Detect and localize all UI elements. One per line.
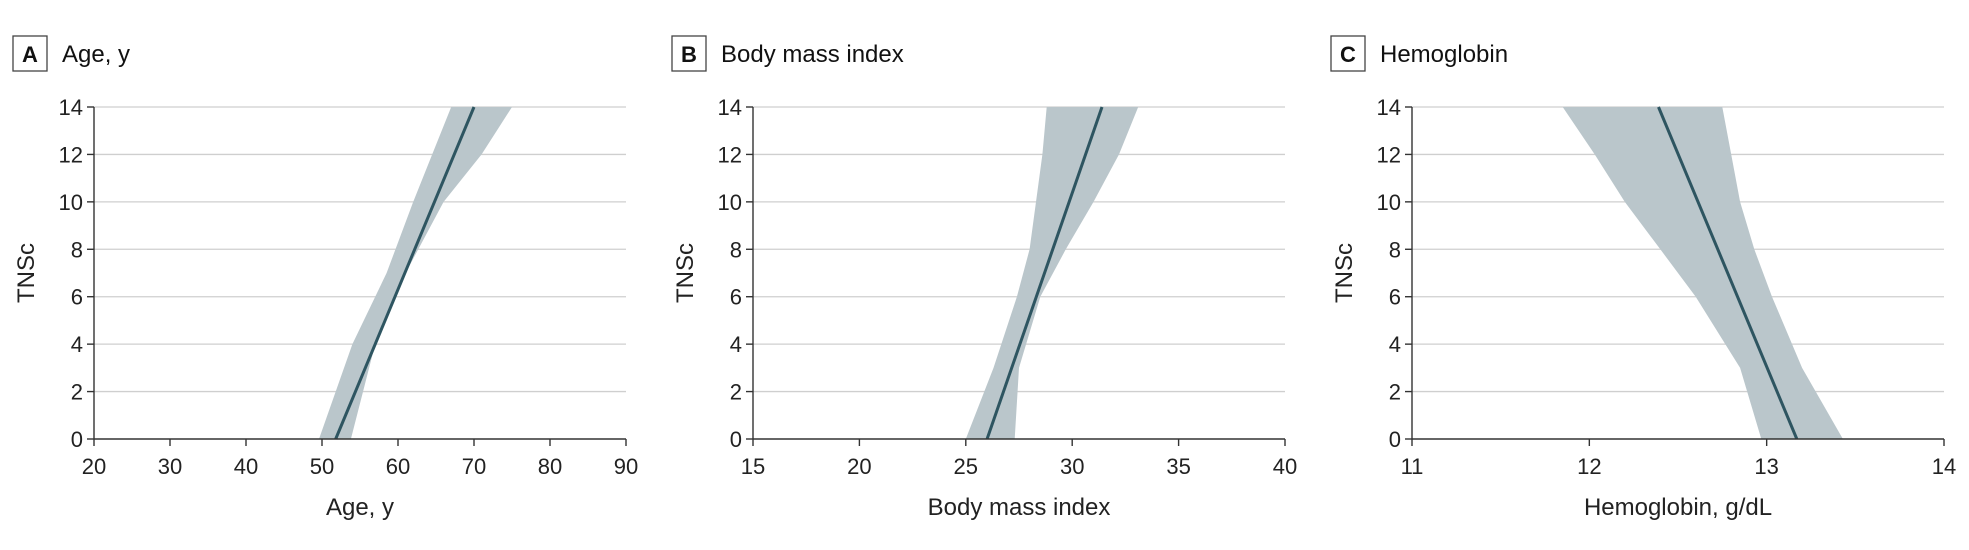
panel-b: B Body mass index 0 2 4 6 8 10 12 14 15 20 25 30 35 40 B…	[671, 35, 1297, 521]
y-tick-label: 4	[71, 332, 83, 357]
x-axis-label: Body mass index	[928, 494, 1111, 521]
y-tick-label: 14	[718, 95, 742, 120]
x-tick-label: 40	[1273, 454, 1297, 479]
x-tick-label: 12	[1577, 454, 1601, 479]
y-tick-label: 10	[718, 190, 742, 215]
confidence-band	[1562, 107, 1843, 439]
x-axis-label: Age, y	[326, 494, 394, 521]
panel-letter: C	[1340, 42, 1356, 67]
x-tick-label: 11	[1401, 454, 1424, 479]
y-axis-label: TNSc	[672, 243, 699, 303]
x-tick-label: 20	[847, 454, 871, 479]
panel-a: A Age, y 0 2 4 6 8 10 12 14 20 30 40 50 60 70 80 90 Age, y…	[12, 35, 638, 521]
x-axis-label: Hemoglobin, g/dL	[1584, 494, 1772, 521]
y-tick-label: 14	[59, 95, 83, 120]
panel-c: C Hemoglobin 0 2 4 6 8 10 12 14 11 12 13 14 Hemoglobin…	[1330, 35, 1956, 521]
panel-letter-box	[671, 35, 707, 72]
y-tick-label: 2	[730, 380, 742, 405]
y-tick-label: 0	[1389, 427, 1401, 452]
confidence-band	[965, 107, 1139, 439]
y-tick-label: 10	[1377, 190, 1401, 215]
panel-letter-box	[12, 35, 48, 72]
x-tick-label: 30	[158, 454, 182, 479]
y-axis-label: TNSc	[1331, 243, 1358, 303]
x-tick-label: 13	[1754, 454, 1778, 479]
confidence-band	[319, 107, 512, 439]
y-tick-label: 2	[1389, 380, 1401, 405]
y-tick-label: 0	[730, 427, 742, 452]
x-tick-label: 60	[386, 454, 410, 479]
x-tick-label: 20	[82, 454, 106, 479]
y-tick-label: 6	[1389, 285, 1401, 310]
panel-letter-box	[1330, 35, 1366, 72]
x-tick-label: 70	[462, 454, 486, 479]
y-tick-label: 12	[59, 142, 83, 167]
y-tick-label: 6	[730, 285, 742, 310]
panel-letter: A	[22, 42, 38, 67]
y-tick-label: 4	[730, 332, 742, 357]
fitted-line	[1657, 106, 1799, 440]
panel-letter: B	[681, 42, 697, 67]
y-tick-label: 4	[1389, 332, 1401, 357]
x-tick-label: 90	[614, 454, 638, 479]
y-tick-label: 0	[71, 427, 83, 452]
x-tick-label: 30	[1060, 454, 1084, 479]
x-tick-label: 35	[1166, 454, 1190, 479]
y-tick-label: 12	[1377, 142, 1401, 167]
y-tick-label: 8	[71, 237, 83, 262]
y-tick-label: 10	[59, 190, 83, 215]
panel-title: Age, y	[62, 41, 130, 68]
fitted-line	[985, 106, 1104, 440]
x-tick-label: 15	[741, 454, 765, 479]
y-tick-label: 12	[718, 142, 742, 167]
panel-title: Hemoglobin	[1380, 41, 1508, 68]
y-tick-label: 8	[1389, 237, 1401, 262]
fitted-line	[334, 106, 476, 440]
y-axis-label: TNSc	[13, 243, 40, 303]
y-tick-label: 2	[71, 380, 83, 405]
x-tick-label: 80	[538, 454, 562, 479]
y-tick-label: 8	[730, 237, 742, 262]
y-tick-label: 6	[71, 285, 83, 310]
panel-title: Body mass index	[721, 41, 904, 68]
x-tick-label: 40	[234, 454, 258, 479]
x-tick-label: 14	[1932, 454, 1956, 479]
x-tick-label: 25	[954, 454, 978, 479]
y-tick-label: 14	[1377, 95, 1401, 120]
x-tick-label: 50	[310, 454, 334, 479]
